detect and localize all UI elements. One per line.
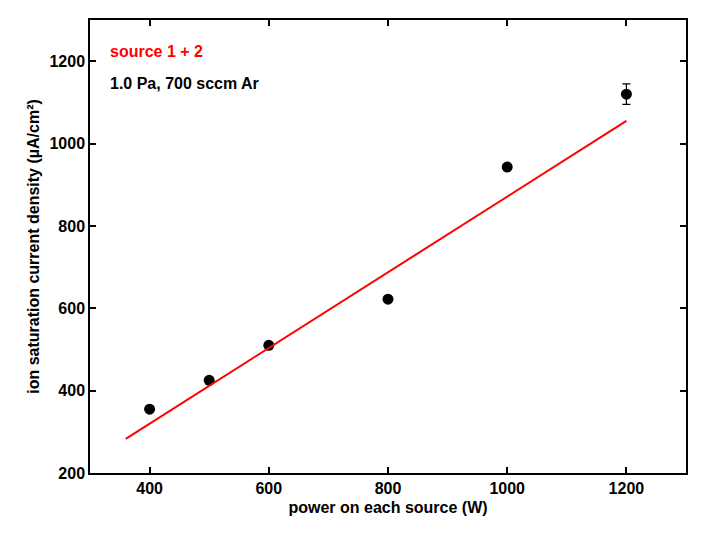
- svg-text:400: 400: [136, 480, 163, 497]
- svg-text:1000: 1000: [489, 480, 525, 497]
- svg-text:600: 600: [58, 300, 85, 317]
- svg-text:1000: 1000: [49, 135, 85, 152]
- svg-text:ion saturation current density: ion saturation current density (µA/cm²): [25, 99, 42, 394]
- svg-text:400: 400: [58, 382, 85, 399]
- svg-text:800: 800: [58, 218, 85, 235]
- svg-text:800: 800: [375, 480, 402, 497]
- svg-text:power on each source (W): power on each source (W): [288, 499, 487, 516]
- svg-text:1200: 1200: [49, 53, 85, 70]
- svg-text:source 1 + 2: source 1 + 2: [110, 43, 203, 60]
- svg-text:200: 200: [58, 465, 85, 482]
- svg-text:600: 600: [255, 480, 282, 497]
- svg-text:1200: 1200: [609, 480, 645, 497]
- svg-text:1.0 Pa, 700 sccm Ar: 1.0 Pa, 700 sccm Ar: [110, 75, 259, 92]
